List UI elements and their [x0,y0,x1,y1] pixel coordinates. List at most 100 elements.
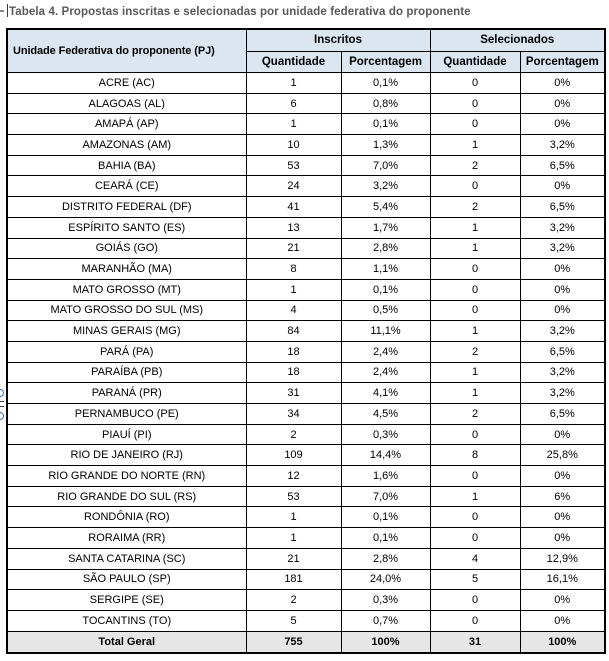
data-table: Unidade Federativa do proponente (PJ) In… [6,28,607,655]
selecionados-quantidade-cell: 0 [429,175,521,198]
inscritos-quantidade-cell: 18 [245,340,342,363]
table-row: PERNAMBUCO (PE) 34 4,5% 2 6,5% [6,403,606,425]
total-label-cell: Total Geral [6,630,247,654]
inscritos-porcentagem-cell: 5,4% [340,196,431,218]
uf-cell: MINAS GERAIS (MG) [6,320,247,342]
inscritos-porcentagem-cell: 0,3% [340,423,431,446]
selecionados-quantidade-cell: 1 [429,485,521,508]
inscritos-porcentagem-cell: 14,4% [340,444,431,467]
inscritos-quantidade-cell: 181 [245,568,342,591]
selecionados-porcentagem-cell: 0% [519,589,606,611]
inscritos-porcentagem-cell: 2,8% [340,237,431,260]
uf-cell: MATO GROSSO (MT) [6,278,247,301]
inscritos-porcentagem-cell: 2,4% [340,361,431,384]
uf-cell: BAHIA (BA) [6,154,247,177]
uf-cell: RONDÔNIA (RO) [6,506,247,529]
selecionados-quantidade-cell: 2 [429,196,521,218]
selecionados-quantidade-cell: 0 [429,527,521,549]
inscritos-quantidade-cell: 10 [245,134,342,156]
inscritos-quantidade-cell: 34 [245,403,342,425]
selecionados-porcentagem-cell: 3,2% [519,361,606,384]
selecionados-porcentagem-cell: 0% [519,609,606,632]
page-edge-dash [0,401,4,407]
table-row: GOIÁS (GO) 21 2,8% 1 3,2% [6,237,606,260]
inscritos-porcentagem-cell: 0,1% [340,113,431,136]
table-row: MATO GROSSO DO SUL (MS) 4 0,5% 0 0% [6,299,606,322]
column-group-inscritos: Inscritos [245,28,431,52]
selecionados-quantidade-cell: 8 [429,444,521,467]
table-row: MINAS GERAIS (MG) 84 11,1% 1 3,2% [6,320,606,342]
column-header-uf: Unidade Federativa do proponente (PJ) [6,28,247,73]
table-row: SANTA CATARINA (SC) 21 2,8% 4 12,9% [6,547,606,570]
total-row: Total Geral 755 100% 31 100% [6,630,606,654]
selecionados-quantidade-cell: 0 [429,92,521,115]
selecionados-porcentagem-cell: 3,2% [519,134,606,156]
selecionados-porcentagem-cell: 0% [519,113,606,136]
inscritos-porcentagem-cell: 1,3% [340,134,431,156]
inscritos-porcentagem-cell: 11,1% [340,320,431,342]
inscritos-quantidade-cell: 31 [245,382,342,404]
selecionados-porcentagem-cell: 6,5% [519,196,606,218]
selecionados-porcentagem-cell: 0% [519,299,606,322]
inscritos-quantidade-cell: 41 [245,196,342,218]
inscritos-porcentagem-cell: 0,7% [340,609,431,632]
selecionados-porcentagem-cell: 0% [519,72,606,94]
table-row: RONDÔNIA (RO) 1 0,1% 0 0% [6,506,606,529]
table-row: AMAZONAS (AM) 10 1,3% 1 3,2% [6,134,606,156]
inscritos-quantidade-cell: 1 [245,278,342,301]
uf-cell: PIAUÍ (PI) [6,423,247,446]
inscritos-porcentagem-cell: 3,2% [340,175,431,198]
selecionados-quantidade-cell: 1 [429,134,521,156]
selecionados-porcentagem-cell: 0% [519,465,606,487]
uf-cell: SANTA CATARINA (SC) [6,547,247,570]
selecionados-quantidade-cell: 0 [429,423,521,446]
inscritos-porcentagem-cell: 4,5% [340,403,431,425]
selecionados-quantidade-cell: 1 [429,382,521,404]
table-caption: Tabela 4. Propostas inscritas e selecion… [7,4,471,18]
inscritos-quantidade-cell: 4 [245,299,342,322]
table-row: SÃO PAULO (SP) 181 24,0% 5 16,1% [6,568,606,591]
inscritos-porcentagem-cell: 0,1% [340,527,431,549]
total-selecionados-porcentagem-cell: 100% [519,630,606,654]
inscritos-quantidade-cell: 5 [245,609,342,632]
uf-cell: RORAIMA (RR) [6,527,247,549]
table-row: TOCANTINS (TO) 5 0,7% 0 0% [6,609,606,632]
inscritos-porcentagem-cell: 1,6% [340,465,431,487]
uf-cell: TOCANTINS (TO) [6,609,247,632]
selecionados-porcentagem-cell: 12,9% [519,547,606,570]
uf-cell: GOIÁS (GO) [6,237,247,260]
selecionados-porcentagem-cell: 25,8% [519,444,606,467]
selecionados-quantidade-cell: 1 [429,216,521,239]
uf-cell: PARAÍBA (PB) [6,361,247,384]
table-row: PARANÁ (PR) 31 4,1% 1 3,2% [6,382,606,404]
inscritos-porcentagem-cell: 0,3% [340,589,431,611]
inscritos-quantidade-cell: 21 [245,237,342,260]
selecionados-quantidade-cell: 4 [429,547,521,570]
selecionados-porcentagem-cell: 16,1% [519,568,606,591]
table-row: ACRE (AC) 1 0,1% 0 0% [6,72,606,94]
uf-cell: ACRE (AC) [6,72,247,94]
inscritos-quantidade-cell: 1 [245,527,342,549]
table-row: CEARÁ (CE) 24 3,2% 0 0% [6,175,606,198]
table-row: ESPÍRITO SANTO (ES) 13 1,7% 1 3,2% [6,216,606,239]
selecionados-quantidade-cell: 0 [429,506,521,529]
selecionados-quantidade-cell: 0 [429,299,521,322]
uf-cell: ALAGOAS (AL) [6,92,247,115]
selecionados-quantidade-cell: 2 [429,340,521,363]
selecionados-porcentagem-cell: 6,5% [519,403,606,425]
selecionados-porcentagem-cell: 0% [519,423,606,446]
selecionados-quantidade-cell: 0 [429,278,521,301]
table-row: DISTRITO FEDERAL (DF) 41 5,4% 2 6,5% [6,196,606,218]
selecionados-porcentagem-cell: 3,2% [519,216,606,239]
page-edge-mark [0,10,4,12]
table-row: RORAIMA (RR) 1 0,1% 0 0% [6,527,606,549]
header-group-row: Unidade Federativa do proponente (PJ) In… [6,28,606,73]
uf-cell: ESPÍRITO SANTO (ES) [6,216,247,239]
inscritos-porcentagem-cell: 7,0% [340,154,431,177]
uf-cell: AMAZONAS (AM) [6,134,247,156]
inscritos-quantidade-cell: 109 [245,444,342,467]
inscritos-quantidade-cell: 13 [245,216,342,239]
uf-cell: DISTRITO FEDERAL (DF) [6,196,247,218]
table-row: MATO GROSSO (MT) 1 0,1% 0 0% [6,278,606,301]
selecionados-quantidade-cell: 0 [429,589,521,611]
